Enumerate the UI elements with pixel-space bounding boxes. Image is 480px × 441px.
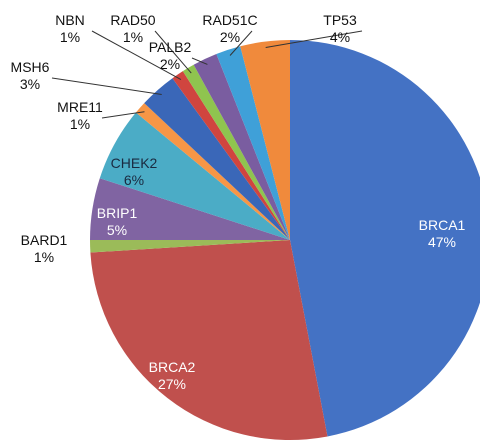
category-label: BRCA2 [149,359,196,375]
leader-line [101,111,145,119]
value-label: 1% [60,29,80,45]
value-label: 5% [107,222,127,238]
leader-line [191,57,208,65]
value-label: 2% [220,29,240,45]
value-label: 3% [20,76,40,92]
slice-label: BRCA1 47% [419,217,466,250]
slice-label: MRE11 1% [57,99,103,132]
pie-slice [290,40,480,437]
pie-slice [182,64,290,240]
leader-line [91,30,182,80]
pie-slice [90,240,328,440]
slice-label: TP53 4% [323,12,357,45]
leader-line [229,30,253,56]
slice-label: BARD1 1% [21,232,68,265]
value-label: 4% [330,29,350,45]
category-label: PALB2 [149,39,192,55]
slice-label: CHEK2 6% [111,155,158,188]
pie-slice [144,78,290,241]
pie-slice [172,71,290,240]
value-label: 1% [123,29,143,45]
slice-label: MSH6 3% [11,59,50,92]
category-label: TP53 [323,12,357,28]
pie-slice [90,240,290,253]
value-label: 47% [428,234,456,250]
pie-slice [240,40,290,240]
category-label: BRIP1 [97,205,138,221]
slice-label: BRIP1 5% [97,205,138,238]
category-label: MSH6 [11,59,50,75]
pie-slice [216,46,290,240]
value-label: 1% [34,249,54,265]
slice-label: NBN 1% [55,12,85,45]
pie-slice [99,112,290,240]
leader-line [154,30,192,74]
category-label: RAD51C [202,12,257,28]
pie-slice [90,178,290,240]
category-label: NBN [55,12,85,28]
value-label: 2% [160,56,180,72]
leader-line [51,77,162,95]
slice-label: BRCA2 27% [149,359,196,392]
value-label: 1% [70,116,90,132]
category-label: MRE11 [57,99,103,115]
leader-line [265,30,363,49]
slice-label: RAD50 1% [110,12,155,45]
value-label: 6% [124,172,144,188]
category-label: BRCA1 [419,217,466,233]
pie-slice [135,103,290,240]
slice-label: PALB2 2% [149,39,192,72]
value-label: 27% [158,376,186,392]
slice-label: RAD51C 2% [202,12,257,45]
category-label: CHEK2 [111,155,158,171]
category-label: BARD1 [21,232,68,248]
pie-slice [193,54,290,240]
category-label: RAD50 [110,12,155,28]
